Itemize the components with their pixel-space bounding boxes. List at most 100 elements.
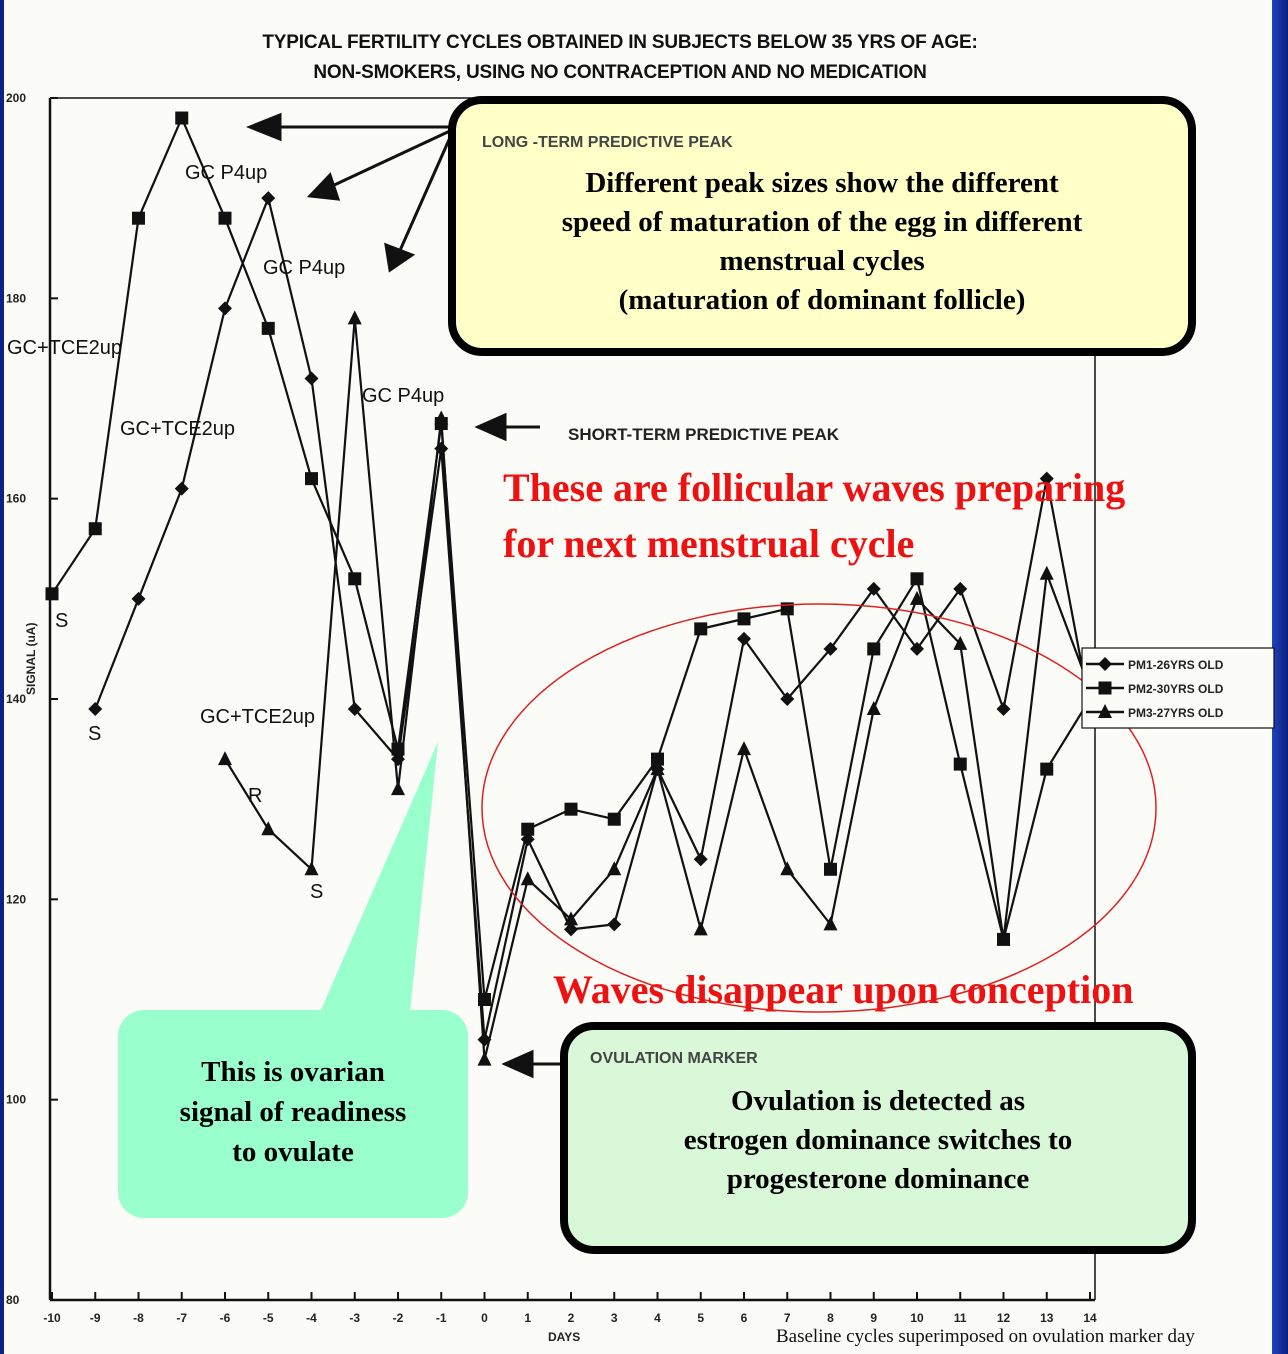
data-point: [866, 581, 881, 596]
y-ticks: 80 100 120 140 160 180 200: [6, 91, 58, 1307]
data-point: [737, 631, 751, 646]
long-term-line-4: (maturation of dominant follicle): [618, 284, 1026, 317]
x-tick-label: -9: [90, 1311, 101, 1325]
data-point: [823, 641, 838, 656]
data-point: [261, 821, 276, 836]
footer-note: Baseline cycles superimposed on ovulatio…: [776, 1326, 1195, 1347]
waves-disappear-text: Waves disappear upon conception: [553, 967, 1134, 1012]
annotation-gc-tce2up-1: GC+TCE2up: [7, 337, 122, 359]
x-tick-label: -10: [43, 1311, 61, 1325]
data-point: [564, 922, 578, 937]
ovulation-line-1: Ovulation is detected as: [730, 1085, 1026, 1117]
long-term-line-2: speed of maturation of the egg in differ…: [561, 206, 1083, 239]
data-point: [348, 572, 362, 586]
annotation-gc-p4up-1: GC P4up: [185, 162, 267, 184]
data-point: [737, 741, 751, 756]
data-point: [88, 522, 102, 536]
data-point: [693, 921, 708, 936]
data-point: [218, 211, 232, 225]
data-point: [607, 861, 622, 876]
data-point: [434, 410, 449, 425]
x-tick-label: 6: [741, 1311, 748, 1325]
data-point: [824, 862, 837, 876]
x-tick-label: -2: [393, 1311, 404, 1325]
y-tick-label: 160: [6, 492, 26, 506]
ovarian-signal-callout: This is ovarian signal of readiness to o…: [118, 1010, 468, 1218]
x-tick-label: 9: [870, 1311, 877, 1325]
annotations: GC P4up GC P4up GC P4up GC+TCE2up GC+TCE…: [7, 162, 444, 903]
data-point: [304, 861, 319, 876]
x-tick-label: 0: [481, 1311, 488, 1325]
long-term-predictive-box: LONG -TERM PREDICTIVE PEAK Different pea…: [448, 96, 1196, 356]
legend-label: PM3-27YRS OLD: [1128, 706, 1224, 720]
data-point: [304, 371, 319, 386]
data-point: [132, 211, 145, 225]
x-tick-label: -3: [349, 1311, 360, 1325]
data-point: [261, 191, 276, 206]
y-tick-label: 100: [6, 1093, 26, 1107]
callout-line-1: This is ovarian: [201, 1056, 385, 1088]
data-point: [218, 751, 232, 766]
data-point: [867, 642, 881, 656]
data-point: [953, 581, 968, 596]
x-tick-label: 7: [784, 1311, 791, 1325]
x-tick-label: -1: [436, 1311, 447, 1325]
data-point: [693, 852, 708, 867]
data-point: [910, 590, 924, 605]
data-point: [780, 861, 795, 876]
data-point: [391, 781, 405, 796]
annotation-r: R: [248, 785, 262, 807]
callout-line-3: to ovulate: [232, 1136, 354, 1168]
x-tick-label: 14: [1083, 1311, 1097, 1325]
data-point: [521, 822, 535, 836]
y-tick-label: 200: [6, 91, 26, 105]
x-tick-label: 12: [997, 1311, 1011, 1325]
legend: PM1-26YRS OLD PM2-30YRS OLD PM3-27YRS OLD: [1081, 647, 1275, 729]
legend-marker: [1098, 704, 1112, 718]
legend-label: PM1-26YRS OLD: [1128, 658, 1224, 672]
x-tick-label: 11: [954, 1311, 967, 1325]
data-point: [218, 301, 232, 316]
ovulation-line-3: progesterone dominance: [726, 1163, 1030, 1196]
data-point: [607, 812, 621, 826]
ovulation-arrow-head: [501, 1049, 534, 1079]
y-tick-label: 180: [6, 291, 26, 305]
long-term-line-1: Different peak sizes show the different: [585, 167, 1059, 199]
long-term-arrow-3: [396, 132, 454, 256]
x-tick-label: 8: [827, 1311, 834, 1325]
data-point: [1039, 565, 1054, 580]
long-term-arrow-3-head: [384, 242, 416, 273]
data-point: [131, 591, 146, 606]
data-point: [88, 702, 103, 717]
data-point: [477, 1051, 492, 1066]
x-tick-label: -7: [176, 1311, 187, 1325]
x-ticks: -10 -9 -8 -7 -6 -5 -4 -3 -2 -1 0 1 2 3 4 5 6 7 8 9 10 11 12 13 1…: [43, 1292, 1097, 1325]
data-point: [175, 111, 189, 125]
ovulation-line-2: estrogen dominance switches to: [683, 1124, 1073, 1157]
data-point: [347, 702, 362, 717]
series-3: [218, 310, 1097, 1066]
long-term-arrow-1-head: [245, 112, 282, 142]
data-point: [305, 472, 318, 486]
x-tick-label: -4: [306, 1311, 317, 1325]
annotation-s-2: S: [88, 723, 101, 745]
data-point: [866, 701, 881, 716]
annotation-gc-p4up-2: GC P4up: [263, 257, 345, 279]
data-point: [996, 931, 1011, 946]
data-point: [651, 752, 664, 766]
follicular-waves-text: These are follicular waves preparing for…: [503, 460, 1125, 572]
ovulation-marker-box: OVULATION MARKER Ovulation is detected a…: [560, 1022, 1196, 1254]
x-tick-label: 3: [611, 1311, 618, 1325]
x-tick-label: -5: [263, 1311, 274, 1325]
data-point: [564, 802, 578, 816]
annotation-s-1: S: [55, 610, 68, 632]
annotation-s-3: S: [310, 881, 323, 903]
long-term-arrow-2-head: [306, 172, 341, 201]
data-point: [953, 757, 967, 771]
data-point: [1040, 762, 1054, 776]
legend-marker: [1098, 681, 1112, 695]
long-term-label: LONG -TERM PREDICTIVE PEAK: [482, 134, 733, 151]
annotation-gc-tce2up-2: GC+TCE2up: [120, 418, 235, 440]
callout-line-2: signal of readiness: [179, 1096, 407, 1128]
follicular-line-1: These are follicular waves preparing: [503, 465, 1126, 510]
